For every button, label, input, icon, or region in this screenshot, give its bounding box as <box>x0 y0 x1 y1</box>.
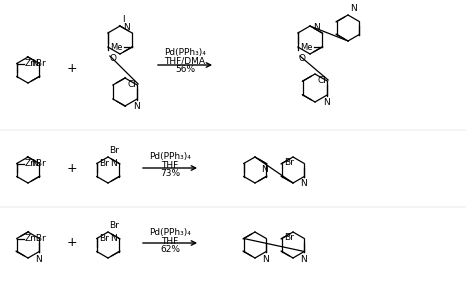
Text: N: N <box>261 166 267 174</box>
Text: 62%: 62% <box>160 245 180 253</box>
Text: ZnBr: ZnBr <box>25 159 47 168</box>
Text: Cl: Cl <box>317 76 326 85</box>
Text: Br: Br <box>284 233 294 242</box>
Text: THF/DMA: THF/DMA <box>164 56 206 66</box>
Text: N: N <box>262 255 268 264</box>
Text: N: N <box>32 59 38 68</box>
Text: N: N <box>300 255 307 264</box>
Text: ZnBr: ZnBr <box>25 59 47 68</box>
Text: +: + <box>67 162 77 174</box>
Text: Pd(PPh₃)₄: Pd(PPh₃)₄ <box>149 152 191 162</box>
Text: Br: Br <box>99 234 109 243</box>
Text: N: N <box>35 255 41 264</box>
Text: N: N <box>32 159 38 168</box>
Text: +: + <box>67 62 77 74</box>
Text: O: O <box>110 54 117 63</box>
Text: Pd(PPh₃)₄: Pd(PPh₃)₄ <box>149 227 191 237</box>
Text: N: N <box>133 102 139 111</box>
Text: N: N <box>123 23 130 32</box>
Text: Pd(PPh₃)₄: Pd(PPh₃)₄ <box>164 48 206 56</box>
Text: N: N <box>110 234 117 243</box>
Text: +: + <box>67 237 77 249</box>
Text: I: I <box>122 15 124 24</box>
Text: Cl: Cl <box>127 80 136 89</box>
Text: N: N <box>110 159 117 168</box>
Text: Me: Me <box>110 42 123 52</box>
Text: ZnBr: ZnBr <box>25 234 47 243</box>
Text: Me: Me <box>301 42 313 52</box>
Text: O: O <box>299 54 306 63</box>
Text: Br: Br <box>109 221 119 230</box>
Text: N: N <box>300 180 307 188</box>
Text: Br: Br <box>99 159 109 168</box>
Text: N: N <box>323 98 329 107</box>
Text: 56%: 56% <box>175 64 195 74</box>
Text: N: N <box>350 4 357 13</box>
Text: Br: Br <box>109 146 119 155</box>
Text: 73%: 73% <box>160 170 180 178</box>
Text: THF: THF <box>161 162 178 170</box>
Text: Br: Br <box>284 158 294 167</box>
Text: N: N <box>313 23 320 32</box>
Text: THF: THF <box>161 237 178 245</box>
